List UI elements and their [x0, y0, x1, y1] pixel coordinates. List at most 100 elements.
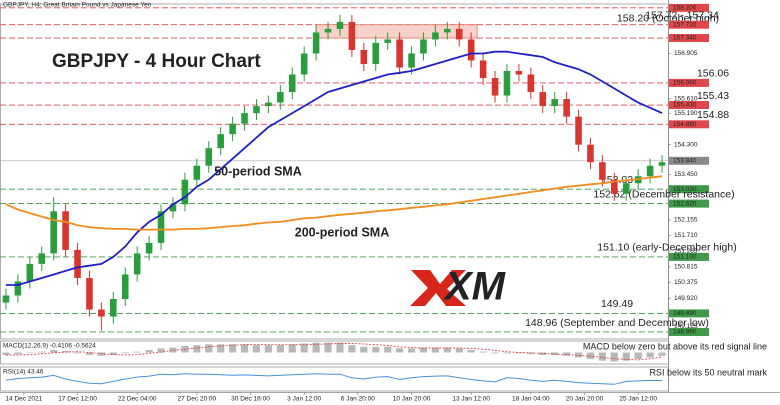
- macd-bar: [300, 343, 308, 353]
- rsi-line: [5, 373, 663, 385]
- candle-body: [38, 253, 46, 264]
- level-label: 151.10 (early-December high): [597, 242, 736, 254]
- macd-bar: [384, 346, 392, 353]
- candle-body: [527, 74, 535, 93]
- macd-bar: [324, 342, 332, 353]
- macd-bar: [336, 342, 344, 353]
- candle-body: [121, 274, 129, 300]
- candle-body: [491, 78, 499, 96]
- level-axis-box: [669, 309, 709, 318]
- candle-body: [515, 71, 523, 75]
- macd-bar: [85, 352, 94, 355]
- level-axis-label: 152.620: [673, 200, 697, 207]
- macd-bar: [38, 351, 46, 353]
- level-label: 155.43: [697, 90, 729, 102]
- candle-body: [646, 165, 654, 177]
- candle-body: [50, 211, 57, 254]
- level-axis-box: [669, 120, 709, 129]
- level-axis-label: 157.720: [673, 21, 697, 28]
- candle-body: [181, 179, 189, 205]
- x-tick-label: 13 Jan 12:00: [452, 396, 490, 403]
- sma-label: 200-period SMA: [295, 225, 389, 239]
- level-axis-label: 153.030: [673, 186, 697, 193]
- level-axis-box: [669, 3, 709, 12]
- panel-title: RSI(14) 43.46: [3, 369, 44, 376]
- macd-bar: [169, 347, 177, 353]
- candle-body: [145, 242, 153, 254]
- candle-body: [217, 134, 224, 149]
- y-tick-label: 153.450: [674, 171, 698, 178]
- macd-bar: [396, 348, 404, 353]
- last-price-box: [669, 156, 709, 165]
- overlay: GBPJPY, H4: Great Britain Pound vs Japan…: [3, 2, 507, 309]
- candle-body: [587, 144, 594, 163]
- level-axis-label: 154.880: [673, 121, 697, 128]
- sma-line: [5, 175, 663, 231]
- candle-body: [611, 179, 618, 194]
- macd-bar: [240, 344, 249, 353]
- macd-bar: [121, 352, 129, 354]
- macd-bar: [133, 351, 141, 353]
- panel-annotation: MACD below zero but above its red signal…: [583, 341, 767, 351]
- macd-bar: [491, 352, 499, 354]
- macd-bar: [217, 344, 225, 353]
- level-axis-label: 148.960: [673, 329, 697, 336]
- candle-body: [205, 148, 213, 166]
- candle-body: [551, 99, 558, 107]
- candle-body: [420, 39, 427, 54]
- macd-bar: [109, 352, 117, 355]
- logo-mark: [410, 270, 466, 306]
- panel-title: MACD(12,26,9) -0.4106 -0.5624: [3, 343, 96, 350]
- candle-body: [348, 21, 356, 50]
- x-tick-label: 20 Jan 20:00: [566, 396, 604, 403]
- candle-body: [62, 211, 69, 250]
- candle-body: [277, 92, 284, 103]
- y-tick-label: 151.710: [674, 232, 698, 239]
- level-axis-label: 156.060: [673, 80, 697, 87]
- candle-body: [575, 116, 582, 145]
- level-axis-label: 149.490: [673, 310, 697, 317]
- x-tick-label: 27 Dec 20:00: [177, 396, 216, 403]
- x-tick-label: 10 Jan 20:00: [393, 396, 431, 403]
- candle-body: [74, 249, 81, 278]
- candle-body: [539, 92, 547, 107]
- x-tick-label: 22 Dec 04:00: [118, 396, 157, 403]
- x-tick-label: 3 Jan 12:00: [287, 396, 321, 403]
- macd-bar: [288, 344, 296, 353]
- sma-line: [6, 50, 663, 286]
- candle-body: [408, 53, 415, 68]
- macd-bar: [264, 345, 272, 353]
- candle-body: [241, 113, 248, 124]
- macd-bar: [50, 350, 58, 353]
- macd-bar: [634, 352, 642, 360]
- candle-body: [157, 211, 165, 243]
- chart-title: GBPJPY - 4 Hour Chart: [52, 51, 261, 72]
- macd-bar: [2, 352, 10, 355]
- macd-bar: [312, 342, 320, 353]
- candle-body: [2, 295, 10, 303]
- level-axis-box: [669, 185, 709, 194]
- macd-bar: [646, 352, 654, 358]
- level-label: 154.88: [697, 109, 729, 121]
- level-axis-box: [669, 20, 709, 29]
- chart-header: GBPJPY, H4: Great Britain Pound vs Japan…: [3, 2, 152, 9]
- last-price-label: 153.840: [673, 158, 697, 165]
- macd-bar: [372, 346, 380, 353]
- macd-bar: [205, 344, 213, 353]
- macd-bar: [574, 352, 583, 358]
- candle-body: [336, 21, 344, 29]
- panel-annotation: RSI below its 50 neutral mark: [649, 367, 767, 377]
- macd-bar: [610, 352, 618, 362]
- candle-body: [300, 53, 308, 75]
- macd-bar: [479, 351, 487, 353]
- candle-body: [479, 60, 487, 79]
- macd-bar: [467, 350, 475, 353]
- sma-label: 50-period SMA: [214, 164, 302, 178]
- candle-body: [360, 49, 368, 64]
- level-label: 148.96 (September and December low): [525, 317, 709, 329]
- macd-bar: [443, 347, 451, 353]
- level-axis-box: [669, 78, 709, 87]
- candle-body: [14, 281, 22, 296]
- level-axis-box: [669, 199, 709, 208]
